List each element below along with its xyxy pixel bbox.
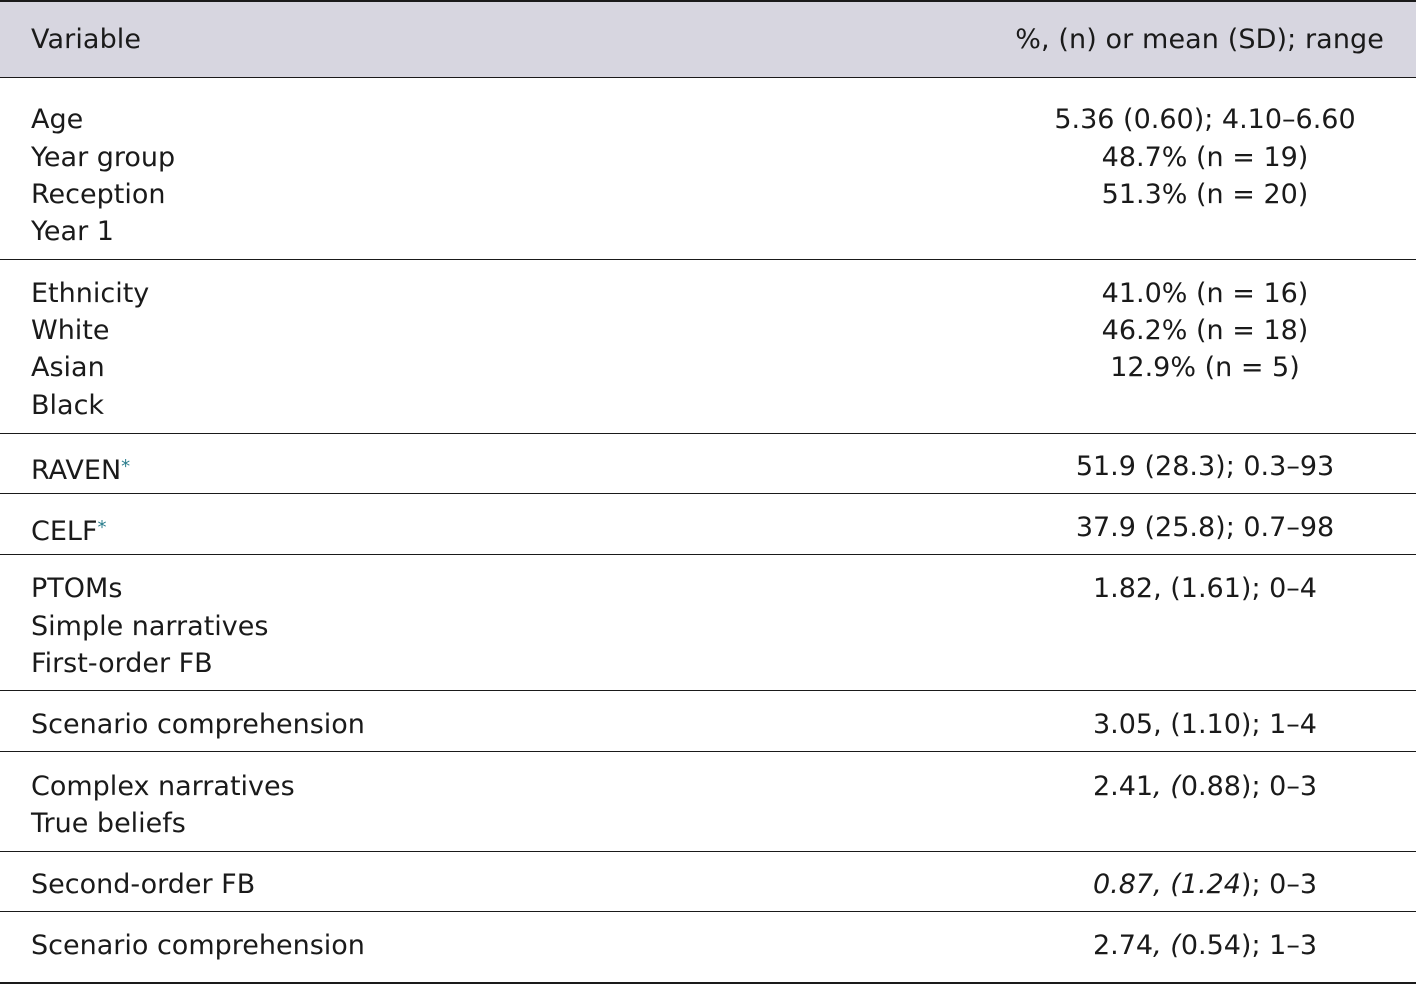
raven-asterisk-footnote[interactable]: * (121, 456, 131, 477)
age-label: Age (31, 104, 84, 135)
header-variable: Variable (31, 24, 142, 55)
asian-value: 12.9% (n = 5) (1110, 352, 1300, 383)
row-divider (0, 851, 1416, 852)
reception-label: Reception (31, 179, 166, 210)
scenario-comprehension-2-rest: 0.54); 1–3 (1180, 930, 1317, 961)
row-divider (0, 433, 1416, 434)
row-divider (0, 751, 1416, 752)
scenario-comprehension-value: 3.05, (1.10); 1–4 (1092, 709, 1317, 740)
ptoms-value: 1.82, (1.61); 0–4 (1092, 573, 1317, 604)
raven-value: 51.9 (28.3); 0.3–93 (1075, 451, 1335, 482)
header-statistics: %, (n) or mean (SD); range (1015, 24, 1384, 55)
ethnicity-label: Ethnicity (31, 278, 150, 309)
year1-label: Year 1 (31, 216, 114, 247)
true-beliefs-label: True beliefs (31, 808, 186, 839)
table-bottom-rule (0, 982, 1416, 984)
white-label: White (31, 315, 110, 346)
complex-narratives-rest: 0.88); 0–3 (1180, 771, 1317, 802)
first-order-fb-label: First-order FB (31, 648, 213, 679)
year-group-value: 48.7% (n = 19) (1101, 142, 1309, 173)
scenario-comprehension-label: Scenario comprehension (31, 709, 365, 740)
celf-row-label: CELF* (31, 509, 107, 550)
celf-value: 37.9 (25.8); 0.7–98 (1075, 512, 1335, 543)
scenario-comprehension-2-mean: 2.74 (1092, 930, 1154, 961)
row-divider (0, 911, 1416, 912)
scenario-comprehension-2-label: Scenario comprehension (31, 930, 365, 961)
black-label: Black (31, 390, 105, 421)
raven-row-label: RAVEN* (31, 448, 130, 489)
celf-label: CELF (31, 516, 98, 547)
complex-narratives-sep: , ( (1153, 771, 1181, 802)
second-order-fb-label: Second-order FB (31, 869, 256, 900)
scenario-comprehension-2-value: 2.74, (0.54); 1–3 (1015, 927, 1395, 964)
row-divider (0, 493, 1416, 494)
complex-narratives-value: 2.41, (0.88); 0–3 (1015, 768, 1395, 805)
second-order-fb-mean-sd: 0.87, (1.24 (1092, 869, 1241, 900)
row-divider (0, 259, 1416, 260)
age-value: 5.36 (0.60); 4.10–6.60 (1054, 104, 1356, 135)
table-header-row: Variable %, (n) or mean (SD); range (0, 0, 1416, 78)
row-divider (0, 690, 1416, 691)
reception-value: 51.3% (n = 20) (1101, 179, 1309, 210)
asian-label: Asian (31, 352, 105, 383)
raven-label: RAVEN (31, 455, 122, 486)
complex-narratives-label: Complex narratives (31, 771, 295, 802)
ethnicity-value: 41.0% (n = 16) (1101, 278, 1309, 309)
second-order-fb-range: ); 0–3 (1240, 869, 1317, 900)
complex-narratives-mean: 2.41 (1092, 771, 1154, 802)
white-value: 46.2% (n = 18) (1101, 315, 1309, 346)
simple-narratives-label: Simple narratives (31, 611, 269, 642)
year-group-label: Year group (31, 142, 176, 173)
second-order-fb-value: 0.87, (1.24); 0–3 (1015, 866, 1395, 903)
scenario-comprehension-2-sep: , ( (1153, 930, 1181, 961)
celf-asterisk-footnote[interactable]: * (97, 517, 107, 538)
ptoms-label: PTOMs (31, 573, 123, 604)
row-divider (0, 554, 1416, 555)
